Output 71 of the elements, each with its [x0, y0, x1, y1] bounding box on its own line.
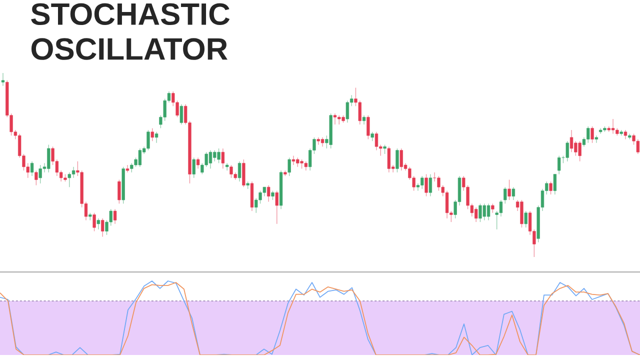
candlestick [47, 144, 50, 173]
candlestick [118, 179, 121, 204]
candlestick [520, 200, 524, 228]
candlestick [101, 218, 104, 238]
candlestick [512, 186, 515, 200]
candlestick [396, 148, 399, 173]
candlestick [383, 144, 386, 154]
candlestick [208, 150, 212, 170]
candlestick [320, 137, 324, 147]
candlestick [34, 170, 38, 186]
candlestick [267, 184, 270, 202]
candlestick [1, 72, 5, 86]
candlestick [524, 210, 528, 228]
candlestick [262, 186, 266, 197]
candlestick [333, 113, 337, 125]
candlestick [150, 128, 154, 142]
candlestick [370, 132, 374, 142]
candlestick [478, 203, 482, 222]
candlestick [300, 159, 304, 170]
candlestick [271, 190, 274, 200]
candlestick [366, 114, 370, 140]
candlestick [428, 174, 432, 197]
candlestick [38, 164, 42, 184]
candlestick [491, 203, 494, 214]
candlestick [374, 132, 378, 151]
candlestick [230, 164, 233, 178]
candlestick [499, 200, 503, 217]
candlestick [292, 155, 296, 166]
candlestick [258, 190, 262, 204]
candlestick [566, 140, 569, 162]
candlestick [304, 160, 308, 171]
candlestick [92, 212, 96, 232]
candlestick [275, 190, 278, 224]
candlestick [242, 159, 246, 188]
candlestick [180, 104, 183, 125]
candlestick [437, 176, 440, 192]
candlestick [288, 157, 291, 176]
candlestick [578, 140, 582, 162]
candlestick [549, 181, 552, 195]
candlestick [553, 174, 556, 195]
candlestick [611, 118, 615, 134]
candlestick [72, 166, 76, 178]
chart-title: STOCHASTIC OSCILLATOR [31, 3, 230, 60]
candlestick [594, 135, 598, 144]
candlestick [570, 130, 574, 152]
candlestick [624, 130, 628, 140]
candlestick [250, 181, 254, 212]
candlestick [362, 114, 366, 125]
candlestick [424, 174, 428, 197]
candlestick [30, 160, 34, 176]
candlestick [636, 138, 640, 154]
candlestick [154, 132, 158, 144]
candlestick [504, 186, 507, 204]
candlestick [126, 164, 130, 173]
candlestick [196, 157, 200, 170]
candlestick [217, 148, 220, 164]
candlestick [445, 190, 449, 219]
candlestick [358, 100, 362, 125]
candlestick [130, 162, 134, 173]
candlestick [113, 208, 117, 224]
candlestick [574, 140, 578, 156]
candlestick [221, 148, 224, 170]
candlestick [192, 157, 196, 178]
candlestick [486, 203, 490, 221]
candlestick [226, 162, 229, 171]
candlestick [590, 126, 594, 144]
candlestick [558, 155, 561, 175]
candlestick [238, 160, 242, 182]
candlestick [146, 130, 150, 151]
candlestick [508, 179, 511, 200]
candlestick [96, 218, 100, 230]
